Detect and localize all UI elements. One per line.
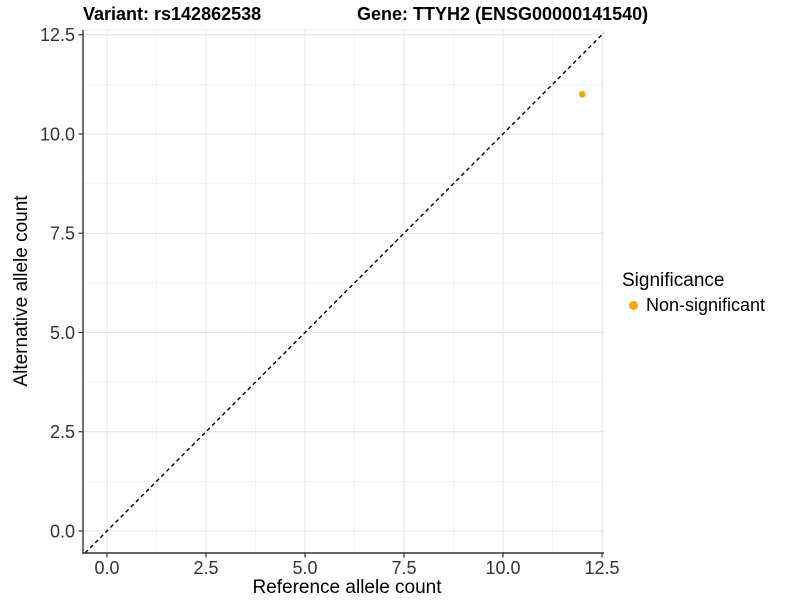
x-tick-label: 0.0 xyxy=(94,558,119,578)
plot-title-variant: Variant: rs142862538 xyxy=(83,4,262,24)
legend-item-label: Non-significant xyxy=(646,295,766,315)
legend-title: Significance xyxy=(622,270,725,291)
legend-items: Non-significant xyxy=(622,295,765,316)
data-point xyxy=(578,90,586,98)
identity-line xyxy=(84,32,605,554)
y-tick-label: 0.0 xyxy=(50,522,75,542)
x-tick-label: 12.5 xyxy=(584,558,619,578)
x-tick-label: 10.0 xyxy=(485,558,520,578)
x-tick-label: 5.0 xyxy=(292,558,317,578)
legend: Significance Non-significant xyxy=(622,269,765,316)
legend-point-icon xyxy=(629,301,638,310)
y-tick-label: 7.5 xyxy=(50,224,75,244)
x-tick-label: 7.5 xyxy=(391,558,416,578)
y-tick-label: 5.0 xyxy=(50,323,75,343)
y-tick-label: 12.5 xyxy=(40,25,75,45)
y-axis-title: Alternative allele count xyxy=(11,195,32,387)
y-tick-label: 10.0 xyxy=(40,124,75,144)
y-tick-label: 2.5 xyxy=(50,422,75,442)
legend-item: Non-significant xyxy=(622,295,765,316)
plot-title-gene: Gene: TTYH2 (ENSG00000141540) xyxy=(357,4,649,24)
x-axis-title: Reference allele count xyxy=(252,577,442,598)
x-tick-label: 2.5 xyxy=(193,558,218,578)
